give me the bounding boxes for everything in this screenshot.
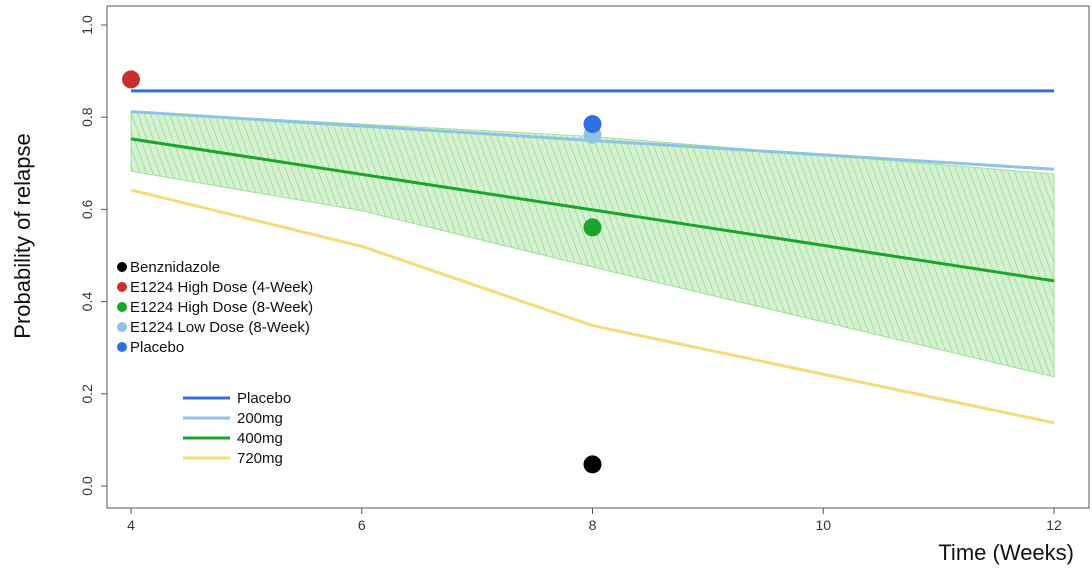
legend-label: E1224 Low Dose (8-Week): [130, 319, 310, 336]
legend-marker: [117, 282, 127, 292]
legend-label: Benznidazole: [130, 259, 220, 276]
series-line-720mg: [130, 188, 1055, 425]
plot-frame: [106, 5, 1090, 509]
x-tick-label: 8: [589, 517, 597, 533]
point-benznidazole: [583, 455, 602, 474]
x-tick-label: 6: [358, 517, 366, 533]
legend-marker: [117, 322, 127, 332]
x-axis-title: Time (Weeks): [938, 540, 1074, 565]
legend-label: 200mg: [237, 410, 283, 427]
legend-label: 720mg: [237, 450, 283, 467]
point-placebo: [583, 115, 602, 134]
series-line-400mg: [130, 137, 1055, 283]
y-tick-label: 0.0: [79, 476, 95, 496]
band-400mg: [130, 111, 1055, 378]
legend-marker: [117, 342, 127, 352]
x-tick-label: 12: [1046, 517, 1062, 533]
x-tick-label: 10: [815, 517, 831, 533]
series-lines: [130, 89, 1055, 425]
y-tick-label: 0.8: [79, 107, 95, 127]
confidence-band: [130, 111, 1055, 378]
axes: 4 6 8 10 12 0.0 0.2 0.4 0.6 0.8 1.0: [79, 15, 1062, 533]
legend-marker: [117, 302, 127, 312]
y-tick-label: 0.4: [79, 292, 95, 312]
point-e1224-high-dose-8-week-: [583, 218, 602, 237]
legend-label: E1224 High Dose (8-Week): [130, 299, 313, 316]
y-tick-label: 1.0: [79, 15, 95, 35]
y-tick-label: 0.6: [79, 199, 95, 219]
legend-label: E1224 High Dose (4-Week): [130, 279, 313, 296]
point-e1224-high-dose-4-week-: [122, 70, 140, 89]
data-points: [122, 70, 602, 474]
y-tick-label: 0.2: [79, 384, 95, 404]
legend-label: Placebo: [237, 390, 291, 407]
legend-label: Placebo: [130, 339, 184, 356]
points-legend: Benznidazole E1224 High Dose (4-Week) E122…: [117, 259, 313, 356]
lines-legend: Placebo 200mg 400mg 720mg: [183, 390, 291, 467]
y-axis-title: Probability of relapse: [10, 133, 35, 338]
legend-marker: [117, 262, 127, 272]
x-tick-label: 4: [127, 517, 135, 533]
legend-label: 400mg: [237, 430, 283, 447]
